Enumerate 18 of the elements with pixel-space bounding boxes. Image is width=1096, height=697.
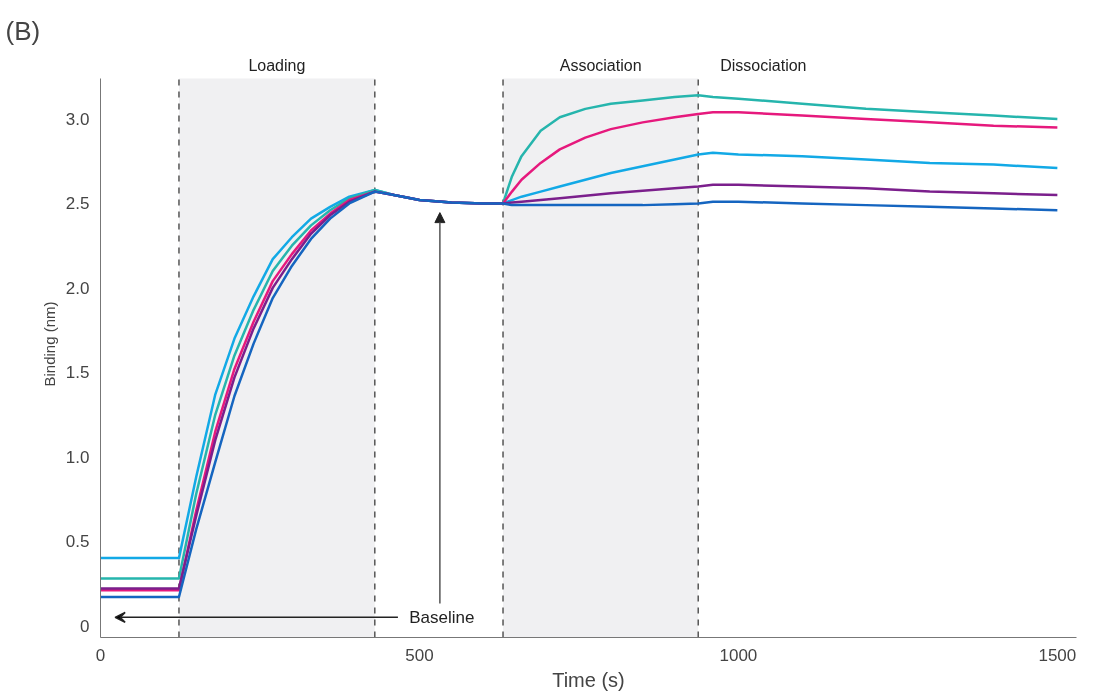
x-axis-title: Time (s)	[552, 668, 625, 691]
y-tick-label: 0	[80, 616, 90, 636]
chart-title: (B)	[5, 15, 41, 46]
y-axis-title: Binding (nm)	[40, 301, 58, 387]
text: Dissociation	[720, 57, 807, 75]
x-tick-label: 500	[405, 645, 434, 665]
annotation: Baseline	[409, 607, 475, 627]
x-tick-label: 1500	[1038, 645, 1077, 665]
y-tick-label: 2.5	[65, 194, 90, 214]
y-tick-label: 1.0	[65, 447, 90, 467]
y-tick-label: 3.0	[65, 109, 90, 129]
band-label: Loading	[248, 57, 306, 75]
y-tick-label: 0.5	[65, 532, 90, 552]
x-tick-label: 0	[95, 645, 106, 665]
y-tick-label: 1.5	[65, 363, 90, 383]
x-tick-label: 1000	[719, 645, 758, 665]
y-tick-label: 2.0	[65, 278, 90, 298]
band-label: Association	[559, 57, 642, 75]
